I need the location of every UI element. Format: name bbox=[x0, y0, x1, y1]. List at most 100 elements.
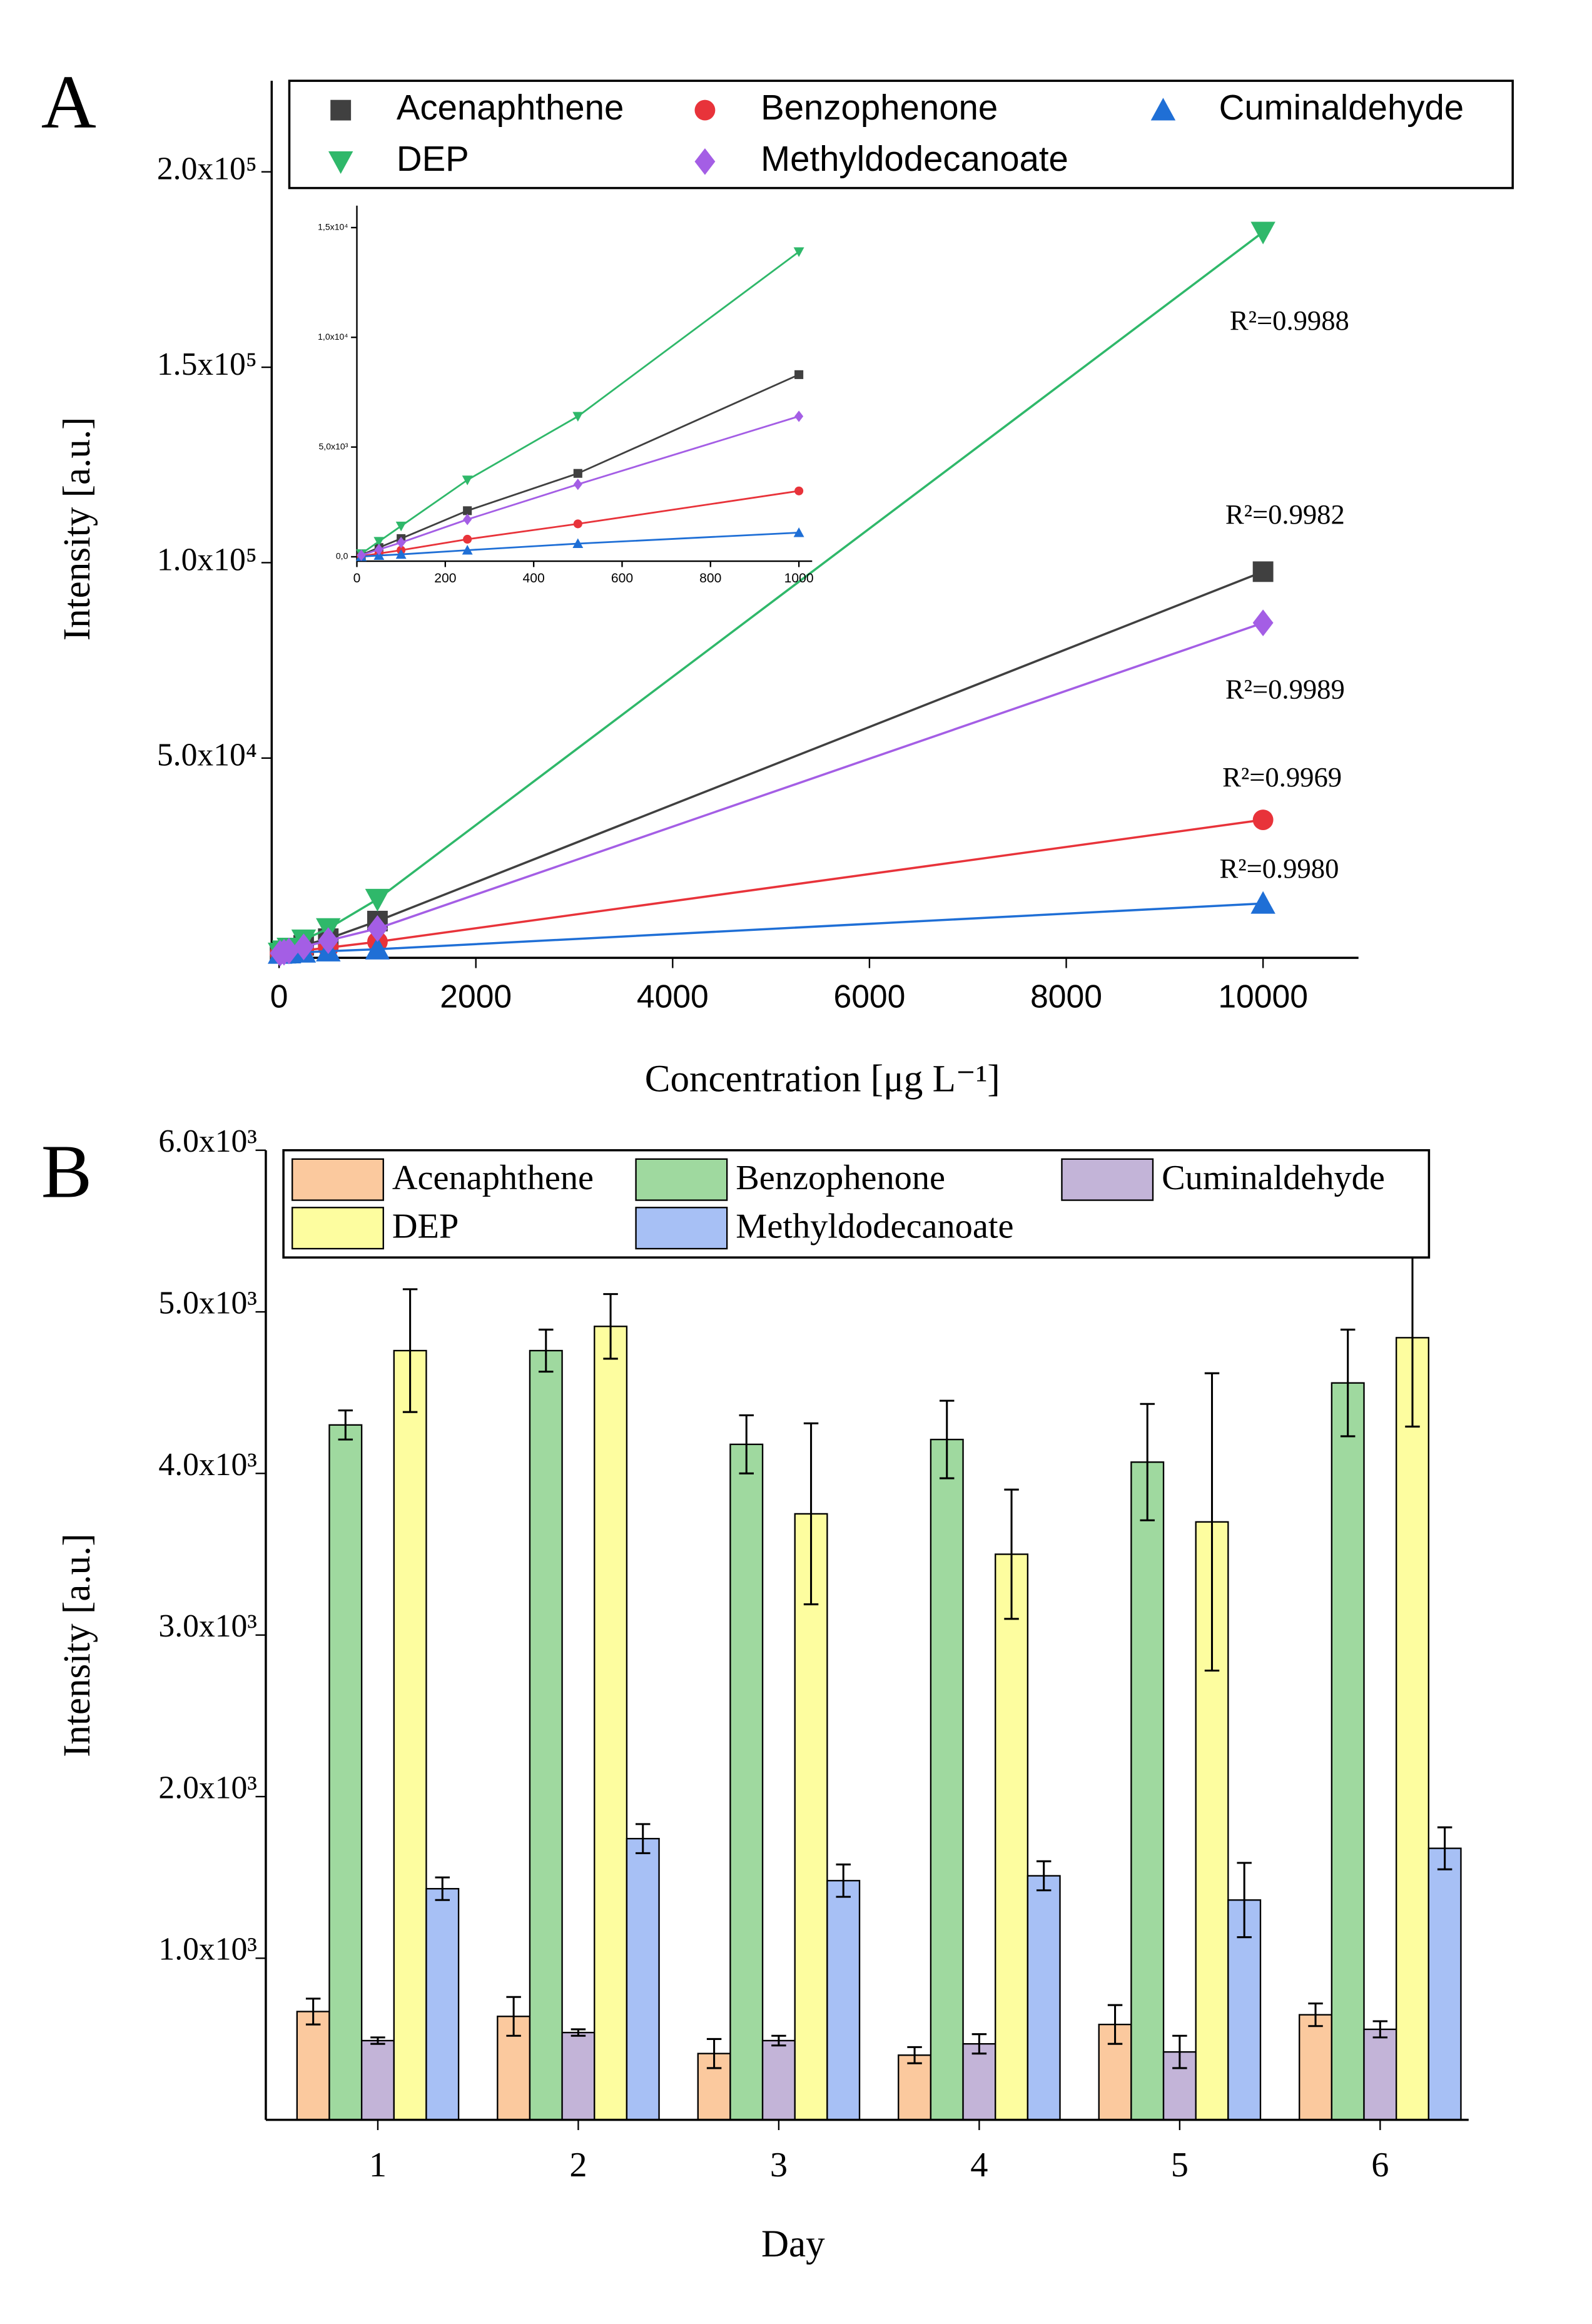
inset-x-tick-label: 1000 bbox=[784, 571, 814, 586]
y-tick-label: 2.0x10⁵ bbox=[157, 151, 257, 187]
error-bar bbox=[1308, 2002, 1323, 2027]
annotation: R²=0.9969 bbox=[1222, 761, 1342, 793]
data-point bbox=[1250, 221, 1275, 245]
data-point bbox=[397, 537, 406, 549]
x-tick-label: 10000 bbox=[1218, 978, 1308, 1014]
error-bar bbox=[1107, 2004, 1123, 2045]
annotation: R²=0.9988 bbox=[1230, 305, 1349, 336]
bar bbox=[930, 1438, 964, 2121]
legend-box bbox=[288, 79, 1514, 190]
inset-y-tick-label: 1,5x10⁴ bbox=[318, 222, 348, 232]
data-point bbox=[794, 410, 804, 422]
y-tick-label: 6.0x10³ bbox=[158, 1124, 256, 1159]
bar bbox=[561, 2031, 596, 2121]
bar bbox=[761, 2039, 796, 2121]
bar bbox=[529, 1349, 563, 2121]
fit-line bbox=[280, 571, 1264, 955]
y-tick-label: 5.0x10⁴ bbox=[157, 738, 257, 773]
y-tick-label: 4.0x10³ bbox=[158, 1447, 256, 1483]
error-bar bbox=[803, 1422, 819, 1606]
data-point bbox=[572, 538, 584, 549]
x-tick-label: 8000 bbox=[1030, 978, 1102, 1014]
error-bar bbox=[1004, 1488, 1019, 1620]
bar bbox=[328, 1424, 363, 2121]
data-point bbox=[462, 545, 473, 555]
bar bbox=[1427, 1847, 1462, 2121]
error-bar bbox=[402, 1288, 418, 1413]
y-tick-label: 1.0x10³ bbox=[158, 1932, 256, 1967]
x-tick-label: 6 bbox=[1371, 2146, 1389, 2184]
x-tick-label: 6000 bbox=[833, 978, 905, 1014]
legend-label: DEP bbox=[397, 139, 469, 178]
bar bbox=[360, 2039, 395, 2121]
fit-line bbox=[361, 373, 799, 556]
x-tick-label: 2000 bbox=[440, 978, 512, 1014]
bar bbox=[826, 1880, 861, 2121]
x-axis-label: Day bbox=[761, 2223, 825, 2265]
data-point bbox=[463, 534, 472, 544]
fit-line bbox=[280, 818, 1264, 955]
data-point bbox=[395, 549, 407, 559]
annotation: R²=0.9980 bbox=[1219, 853, 1339, 884]
inset-y-tick-label: 5,0x10³ bbox=[318, 441, 348, 451]
error-bar bbox=[636, 1823, 651, 1854]
error-bar bbox=[1036, 1860, 1052, 1892]
y-tick-label: 5.0x10³ bbox=[158, 1285, 256, 1321]
legend-marker bbox=[328, 151, 353, 175]
annotation: R²=0.9982 bbox=[1225, 499, 1345, 530]
data-point bbox=[793, 247, 804, 257]
bar bbox=[626, 1837, 660, 2121]
error-bar bbox=[305, 1997, 321, 2026]
error-bar bbox=[1237, 1862, 1252, 1939]
data-point bbox=[395, 521, 407, 532]
error-bar bbox=[1204, 1372, 1220, 1672]
error-bar bbox=[1437, 1826, 1453, 1870]
legend-label: Acenaphthene bbox=[397, 88, 624, 127]
bar bbox=[729, 1443, 764, 2121]
data-point bbox=[1252, 809, 1274, 830]
error-bar bbox=[771, 2034, 786, 2047]
data-point bbox=[462, 475, 473, 485]
legend-label: Acenaphthene bbox=[392, 1159, 594, 1197]
error-bar bbox=[435, 1876, 450, 1901]
x-tick-label: 4000 bbox=[637, 978, 709, 1014]
panel-label: A bbox=[41, 60, 96, 145]
x-tick-label: 1 bbox=[369, 2146, 387, 2184]
panel-label: B bbox=[41, 1130, 92, 1214]
inset-x-tick-label: 600 bbox=[611, 571, 633, 586]
bar bbox=[1363, 2028, 1397, 2121]
error-bar bbox=[706, 2037, 722, 2069]
inset-x-tick-label: 200 bbox=[434, 571, 456, 586]
bar bbox=[1027, 1875, 1061, 2121]
y-tick-label: 3.0x10³ bbox=[158, 1608, 256, 1644]
bar bbox=[425, 1888, 460, 2121]
legend-marker bbox=[694, 99, 716, 121]
error-bar bbox=[506, 1996, 521, 2037]
inset-y-tick-label: 1,0x10⁴ bbox=[318, 332, 348, 342]
y-tick-label: 2.0x10³ bbox=[158, 1770, 256, 1805]
inset-x-tick-label: 400 bbox=[523, 571, 545, 586]
legend-marker bbox=[694, 148, 716, 175]
legend-swatch bbox=[635, 1158, 728, 1201]
legend-box bbox=[282, 1149, 1431, 1259]
legend-swatch bbox=[292, 1207, 384, 1250]
data-point bbox=[1250, 891, 1275, 914]
error-bar bbox=[1340, 1328, 1356, 1438]
data-point bbox=[365, 888, 390, 912]
bar bbox=[296, 2011, 330, 2121]
legend-label: Methyldodecanoate bbox=[761, 139, 1068, 178]
legend-label: DEP bbox=[392, 1207, 459, 1246]
y-axis-label: Intensity [a.u.] bbox=[56, 417, 98, 641]
annotation: R²=0.9989 bbox=[1225, 673, 1345, 704]
y-tick-label: 1.5x10⁵ bbox=[157, 347, 257, 382]
legend-label: Benzophenone bbox=[761, 88, 998, 127]
error-bar bbox=[1372, 2020, 1388, 2039]
legend-swatch bbox=[635, 1207, 728, 1250]
error-bar bbox=[739, 1414, 754, 1474]
error-bar bbox=[370, 2036, 385, 2045]
legend-label: Cuminaldehyde bbox=[1219, 88, 1464, 127]
legend-marker bbox=[330, 99, 352, 121]
fit-line bbox=[279, 231, 1264, 954]
x-axis-label: Concentration [μg L⁻¹] bbox=[645, 1058, 1000, 1100]
